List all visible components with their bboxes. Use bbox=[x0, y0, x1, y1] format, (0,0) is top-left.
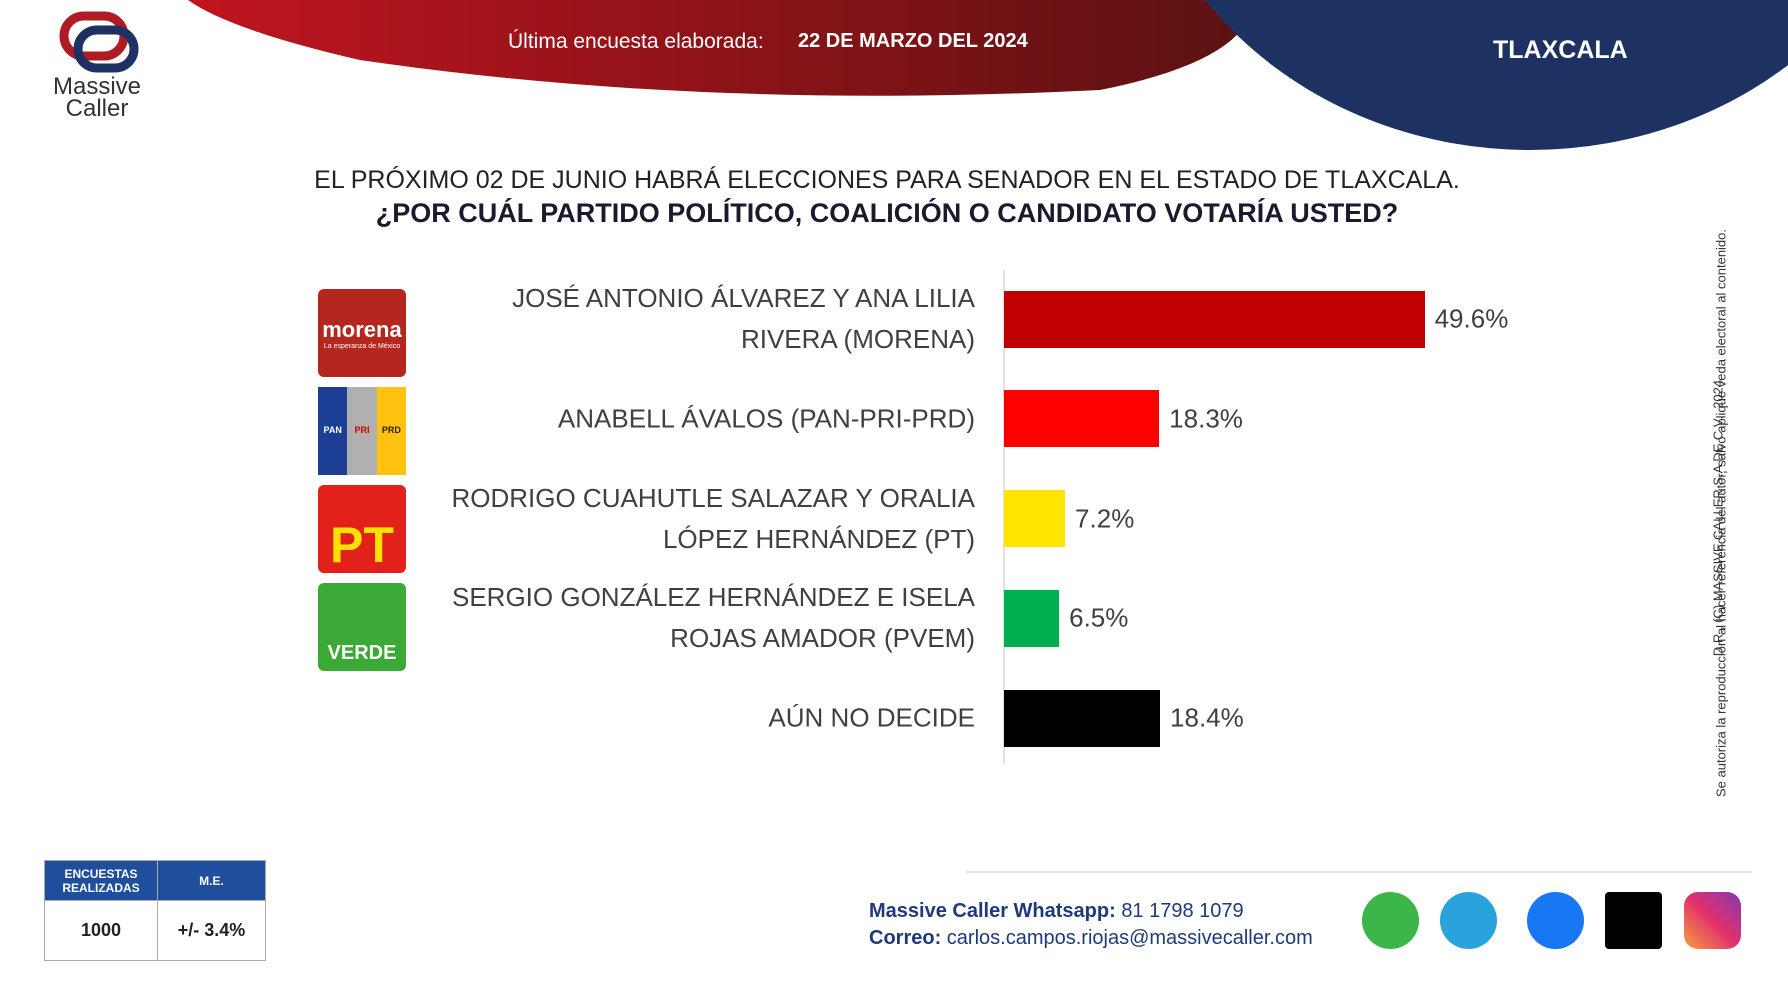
bar bbox=[1004, 689, 1161, 747]
copyright-line: D.R., (C) MASSIVE CALLER S.A DE C.V., 20… bbox=[1710, 379, 1726, 657]
logo-verde: VERDE bbox=[318, 583, 406, 671]
category-label: JOSÉ ANTONIO ÁLVAREZ Y ANA LILIA RIVERA … bbox=[512, 283, 975, 354]
header-blue bbox=[1205, 0, 1788, 150]
category-label: AÚN NO DECIDE bbox=[768, 702, 975, 733]
logo-morena: morena La esperanza de México bbox=[318, 289, 406, 377]
stats-table: ENCUESTAS REALIZADAS M.E. 1000 +/- 3.4% bbox=[44, 860, 266, 961]
contact-label: Correo: bbox=[869, 927, 942, 949]
value-label: 18.3% bbox=[1169, 403, 1243, 434]
brand-line: Caller bbox=[65, 95, 129, 122]
value-label: 7.2% bbox=[1075, 503, 1135, 533]
bar bbox=[1004, 390, 1160, 448]
category-label: ANABELL ÁVALOS (PAN-PRI-PRD) bbox=[557, 403, 975, 434]
logo-text: La esperanza de México bbox=[323, 343, 401, 350]
instagram-icon[interactable] bbox=[1684, 892, 1741, 949]
x-icon[interactable] bbox=[1605, 892, 1662, 949]
whatsapp-icon[interactable] bbox=[1362, 892, 1419, 949]
logo-text: PAN bbox=[318, 387, 348, 475]
bar bbox=[1004, 490, 1066, 547]
table-cell: 1000 bbox=[44, 900, 158, 961]
telegram-icon[interactable] bbox=[1440, 892, 1497, 949]
survey-label: Última encuesta elaborada: bbox=[508, 30, 764, 53]
table-header: M.E. bbox=[157, 860, 266, 901]
contact-value: carlos.campos.riojas@massivecaller.com bbox=[946, 927, 1313, 949]
bar bbox=[1004, 589, 1060, 647]
facebook-icon[interactable] bbox=[1527, 892, 1584, 949]
chart-subtitle: ¿POR CUÁL PARTIDO POLÍTICO, COALICIÓN O … bbox=[375, 198, 1399, 228]
header-red bbox=[188, 0, 1254, 96]
brand-text: Massive Caller bbox=[46, 73, 148, 122]
state: TLAXCALA bbox=[1493, 36, 1628, 64]
survey-date: 22 DE MARZO DEL 2024 bbox=[798, 30, 1028, 52]
logo-text: morena bbox=[322, 317, 402, 342]
category-label: RODRIGO CUAHUTLE SALAZAR Y ORALIA LÓPEZ … bbox=[451, 482, 975, 554]
logo-text: PRI bbox=[347, 387, 377, 475]
brand-logo bbox=[59, 11, 139, 73]
value-label: 18.4% bbox=[1170, 702, 1244, 733]
logo-coalition: PAN PRI PRD bbox=[318, 387, 406, 475]
value-label: 49.6% bbox=[1434, 303, 1509, 334]
contact: Massive Caller Whatsapp: 81 1798 1079 Co… bbox=[869, 898, 1313, 952]
bar bbox=[1004, 290, 1425, 348]
logo-pt: PT bbox=[318, 485, 406, 573]
logo-text: PRD bbox=[376, 387, 406, 475]
table-header: ENCUESTAS REALIZADAS bbox=[44, 860, 158, 901]
brand-line: Massive bbox=[52, 73, 142, 100]
category-label: SERGIO GONZÁLEZ HERNÁNDEZ E ISELA ROJAS … bbox=[452, 582, 975, 654]
chart-title: EL PRÓXIMO 02 DE JUNIO HABRÁ ELECCIONES … bbox=[314, 166, 1460, 194]
value-label: 6.5% bbox=[1069, 602, 1129, 633]
contact-label: Massive Caller Whatsapp: bbox=[869, 900, 1116, 922]
table-cell: +/- 3.4% bbox=[157, 900, 266, 961]
contact-value: 81 1798 1079 bbox=[1121, 900, 1244, 922]
